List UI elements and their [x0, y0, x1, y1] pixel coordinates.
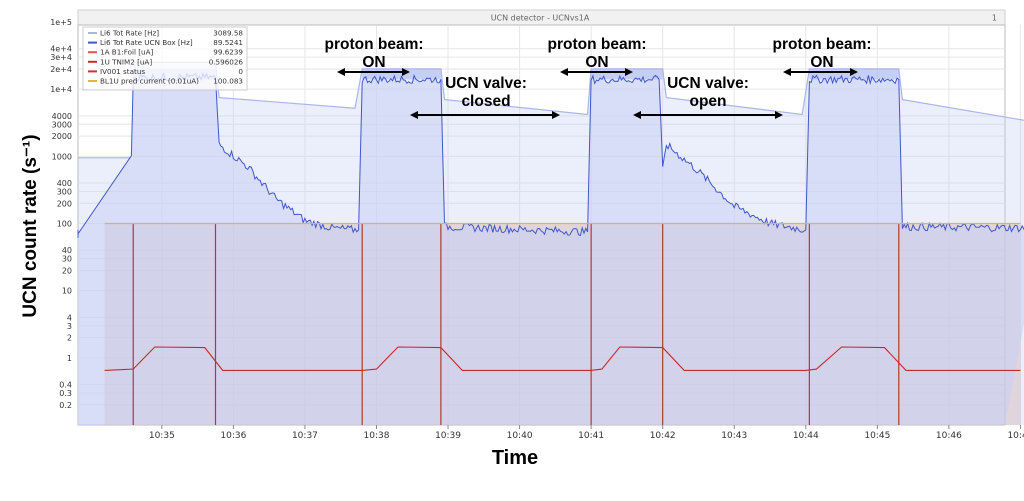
- y-tick-label: 1: [67, 354, 72, 363]
- annotation-arrow-head-right: [402, 68, 410, 76]
- legend-value: 99.6239: [213, 48, 243, 57]
- y-tick-label: 3: [67, 322, 72, 331]
- series-fills: [78, 62, 1024, 425]
- annotation-line2: ON: [585, 54, 608, 71]
- y-tick-label: 3e+4: [50, 53, 72, 62]
- x-tick-label: 10:39: [435, 431, 461, 441]
- legend-box: [82, 26, 248, 91]
- annotation-line1: proton beam:: [324, 36, 423, 53]
- legend-label: IV001 status: [100, 67, 145, 76]
- legend-value: 0.596026: [209, 57, 244, 66]
- y-tick-label: 2: [67, 334, 72, 343]
- annotation-line2: ON: [362, 54, 385, 71]
- beam-on-cap: [809, 68, 899, 80]
- annotation-line2: ON: [810, 54, 833, 71]
- y-tick-label: 100: [57, 220, 72, 229]
- x-tick-label: 10:47: [1007, 431, 1024, 441]
- li6-tot-rate-line: [133, 61, 1024, 121]
- x-tick-label: 10:43: [721, 431, 747, 441]
- pane-number[interactable]: 1: [992, 14, 997, 23]
- y-tick-label: 300: [57, 187, 72, 196]
- ucn-box-fill: [78, 73, 1024, 425]
- x-tick-label: 10:36: [220, 431, 246, 441]
- legend-label: 1U TNIM2 [uA]: [100, 57, 152, 66]
- legend-value: 0: [238, 67, 243, 76]
- x-tick-label: 10:37: [292, 431, 318, 441]
- y-tick-label: 200: [57, 199, 72, 208]
- y-tick-label: 3000: [52, 120, 72, 129]
- x-tick-label: 10:35: [149, 431, 175, 441]
- annotation-arrow-head-right: [552, 111, 560, 119]
- annotation-arrow-head-left: [560, 68, 568, 76]
- x-tick-label: 10:46: [936, 431, 962, 441]
- y-tick-label: 400: [57, 179, 72, 188]
- x-tick-label: 10:41: [578, 431, 604, 441]
- annotation-line1: proton beam:: [772, 36, 871, 53]
- y-tick-label: 0.3: [59, 389, 72, 398]
- y-tick-label: 10: [62, 287, 72, 296]
- y-tick-label: 20: [62, 266, 72, 275]
- x-tick-label: 10:38: [364, 431, 390, 441]
- legend-value: 3089.58: [213, 29, 243, 38]
- beam-on-cap: [362, 68, 441, 80]
- annotation-line1: UCN valve:: [667, 75, 749, 92]
- legend-label: BL1U pred current (0.01uA): [100, 77, 199, 86]
- y-tick-label: 2e+4: [50, 65, 72, 74]
- annotation-arrow-head-left: [633, 111, 641, 119]
- x-axis-label: Time: [492, 447, 538, 469]
- annotation-arrow-head-left: [410, 111, 418, 119]
- y-tick-label: 4e+4: [50, 45, 72, 54]
- x-tick-label: 10:45: [864, 431, 890, 441]
- legend-value: 89.5241: [213, 38, 243, 47]
- x-tick-label: 10:40: [507, 431, 533, 441]
- y-tick-label: 1000: [52, 152, 72, 161]
- legend: Li6 Tot Rate [Hz] 3089.58 Li6 Tot Rate UCN…: [88, 29, 243, 86]
- annotation-arrow-head-left: [783, 68, 791, 76]
- annotation-line1: proton beam:: [547, 36, 646, 53]
- series-lines: [77, 61, 1024, 425]
- pane-title: UCN detector - UCNvs1A: [491, 14, 590, 23]
- annotation-arrow-head-left: [337, 68, 345, 76]
- y-tick-label: 1e+4: [50, 85, 72, 94]
- y-tick-label: 0.2: [59, 401, 72, 410]
- annotation-line2: closed: [461, 93, 510, 110]
- y-axis-label: UCN count rate (s⁻¹): [20, 134, 41, 317]
- y-tick-label: 4000: [52, 112, 72, 121]
- legend-label: Li6 Tot Rate [Hz]: [100, 29, 159, 38]
- x-tick-label: 10:44: [793, 431, 819, 441]
- legend-label: 1A B1:Foil [uA]: [100, 48, 154, 57]
- y-tick-label: 4: [67, 313, 72, 322]
- y-tick-labels: 1e+54e+43e+42e+41e+440003000200010004003…: [50, 18, 72, 410]
- x-tick-label: 10:42: [650, 431, 676, 441]
- y-tick-label: 40: [62, 246, 72, 255]
- legend-label: Li6 Tot Rate UCN Box [Hz]: [100, 38, 193, 47]
- annotation-arrow-head-right: [850, 68, 858, 76]
- legend-value: 100.083: [213, 77, 243, 86]
- annotation-arrow-head-right: [625, 68, 633, 76]
- annotation-line2: open: [689, 93, 726, 110]
- annotation-line1: UCN valve:: [445, 75, 527, 92]
- y-tick-label: 1e+5: [50, 18, 72, 27]
- x-tick-labels: 10:35 10:36 10:37 10:38 10:39 10:40 10:41 10:42…: [149, 425, 1024, 441]
- ucn-box-line: [77, 71, 1024, 238]
- y-tick-label: 0.4: [59, 381, 72, 390]
- tnim2-line: [104, 346, 1021, 371]
- y-tick-label: 30: [62, 255, 72, 264]
- annotation-arrow-head-right: [775, 111, 783, 119]
- y-tick-label: 2000: [52, 132, 72, 141]
